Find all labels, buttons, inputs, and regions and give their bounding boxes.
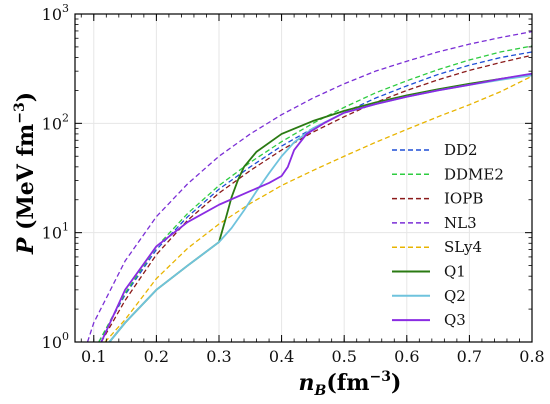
x-tick-label: 0.7 — [457, 347, 482, 366]
plot-frame — [74, 13, 533, 343]
y-tick-label: 100 — [42, 330, 69, 352]
y-axis-title: P (MeV fm−3) — [12, 92, 39, 255]
x-tick-label: 0.3 — [206, 347, 231, 366]
axis-ticks: 0.1 0.2 0.3 0.4 0.5 0.6 0.7 0.8 100 101 102 103 — [42, 2, 545, 366]
legend-label-q3: Q3 — [444, 311, 466, 329]
x-axis-title: nB(fm−3) — [299, 369, 402, 399]
legend-label-dd2: DD2 — [444, 141, 478, 159]
legend: DD2 DDME2 IOPB NL3 SLy4 Q1 Q2 Q3 — [392, 141, 504, 329]
legend-label-iopb: IOPB — [444, 190, 483, 208]
y-tick-label: 101 — [42, 221, 69, 243]
x-tick-label: 0.4 — [269, 347, 294, 366]
series-line-q1 — [108, 73, 532, 342]
x-tick-label: 0.2 — [144, 347, 169, 366]
series-line-nl3 — [86, 30, 532, 342]
x-tick-label: 0.5 — [331, 347, 356, 366]
legend-label-ddme2: DDME2 — [444, 165, 504, 183]
legend-label-nl3: NL3 — [444, 214, 477, 232]
legend-label-q2: Q2 — [444, 287, 466, 305]
series-line-q2 — [108, 74, 532, 342]
y-tick-label: 103 — [42, 2, 69, 24]
legend-label-sly4: SLy4 — [444, 238, 482, 256]
series-line-sly4 — [104, 75, 532, 342]
x-tick-label: 0.8 — [519, 347, 544, 366]
y-tick-label: 102 — [42, 111, 69, 133]
legend-label-q1: Q1 — [444, 263, 466, 281]
series-line-q3 — [100, 72, 532, 342]
x-tick-label: 0.1 — [81, 347, 106, 366]
x-tick-label: 0.6 — [394, 347, 419, 366]
series-group — [86, 30, 532, 342]
